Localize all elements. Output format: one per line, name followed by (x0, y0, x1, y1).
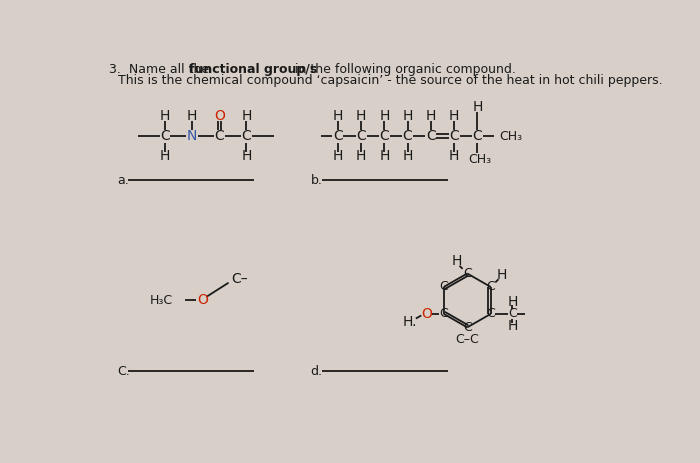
Text: C: C (356, 130, 366, 144)
Text: C: C (440, 281, 448, 294)
Text: H: H (402, 150, 413, 163)
Text: C: C (440, 307, 448, 320)
Text: H: H (472, 100, 482, 114)
Text: O: O (197, 294, 208, 307)
Text: H: H (187, 109, 197, 124)
Text: H: H (379, 150, 389, 163)
Text: H: H (508, 294, 517, 308)
Text: C: C (214, 130, 224, 144)
Text: C.: C. (117, 365, 130, 378)
Text: N: N (187, 130, 197, 144)
Text: C: C (160, 130, 170, 144)
Text: H₃C: H₃C (150, 294, 173, 307)
Text: functional group/s: functional group/s (189, 63, 317, 76)
Text: C: C (486, 307, 495, 320)
Text: a.: a. (117, 174, 129, 187)
Text: H: H (356, 109, 366, 124)
Text: H: H (160, 109, 170, 124)
Text: H: H (332, 109, 343, 124)
Text: H: H (379, 109, 389, 124)
Text: C: C (379, 130, 389, 144)
Text: b.: b. (311, 174, 323, 187)
Text: C: C (463, 321, 472, 334)
Text: C: C (402, 130, 412, 144)
Text: H.: H. (402, 314, 417, 329)
Text: C: C (449, 130, 459, 144)
Text: CH₃: CH₃ (468, 153, 491, 166)
Text: H: H (160, 150, 170, 163)
Text: O: O (421, 307, 432, 321)
Text: H: H (356, 150, 366, 163)
Text: d.: d. (311, 365, 323, 378)
Text: C: C (486, 281, 495, 294)
Text: C: C (333, 130, 343, 144)
Text: CH₃: CH₃ (499, 130, 522, 143)
Text: C: C (426, 130, 435, 144)
Text: C–C: C–C (456, 333, 479, 346)
Text: H: H (241, 150, 251, 163)
Text: C: C (241, 130, 251, 144)
Text: C: C (508, 307, 517, 320)
Text: H: H (452, 254, 461, 268)
Text: H: H (449, 150, 459, 163)
Text: H: H (449, 109, 459, 124)
Text: H: H (241, 109, 251, 124)
Text: C–: C– (232, 272, 248, 286)
Text: H: H (496, 268, 507, 282)
Text: 3.  Name all the: 3. Name all the (109, 63, 214, 76)
Text: C: C (473, 130, 482, 144)
Text: H: H (508, 319, 517, 333)
Text: in the following organic compound.: in the following organic compound. (291, 63, 516, 76)
Text: This is the chemical compound ‘capsaicin’ - the source of the heat in hot chili : This is the chemical compound ‘capsaicin… (118, 74, 663, 87)
Text: H: H (332, 150, 343, 163)
Text: H: H (402, 109, 413, 124)
Text: C: C (463, 267, 472, 280)
Text: O: O (214, 109, 225, 124)
Text: H: H (426, 109, 436, 124)
